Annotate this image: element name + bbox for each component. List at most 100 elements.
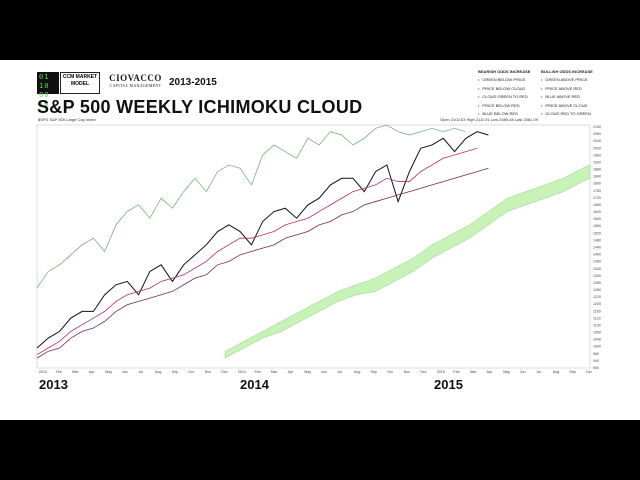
y-tick-label: 1220 <box>593 295 601 299</box>
x-tick-label: Aug <box>553 370 559 374</box>
y-tick-label: 1360 <box>593 260 601 264</box>
y-tick-label: 1400 <box>593 253 601 257</box>
bullish-heading: BULLISH ODDS INCREASE <box>541 69 593 74</box>
x-tick-label: Apr <box>89 370 95 374</box>
x-tick-label: Feb <box>254 370 260 374</box>
x-tick-label: Jun <box>321 370 327 374</box>
x-tick-label: Nov <box>205 370 212 374</box>
lagging-span-line <box>36 124 466 289</box>
x-tick-label: Mar <box>72 370 79 374</box>
y-tick-label: 1260 <box>593 288 601 292</box>
ichimoku-cloud <box>224 164 591 359</box>
y-tick-label: 1840 <box>593 175 601 179</box>
bullish-item: PRICE ABOVE CLOUD <box>541 103 593 108</box>
x-tick-label: Jul <box>337 370 342 374</box>
y-tick-label: 1800 <box>593 182 601 186</box>
y-tick-label: 1920 <box>593 160 601 164</box>
y-tick-label: 1340 <box>593 267 601 271</box>
y-tick-label: 2100 <box>593 125 601 129</box>
bullish-item: BLUE ABOVE RED <box>541 94 593 99</box>
x-tick-label: Feb <box>453 370 459 374</box>
year-label-2013: 2013 <box>39 377 68 392</box>
logo-icon: 01 10 00 10 <box>37 72 59 108</box>
x-tick-label: Jul <box>138 370 143 374</box>
bearish-item: CLOUD GREEN TO RED <box>478 94 530 99</box>
conversion-line <box>36 147 478 356</box>
year-label-2015: 2015 <box>434 377 463 392</box>
chart-symbol-label: $SPX S&P 500 Large Cap Index <box>38 117 96 122</box>
x-tick-label: Oct <box>586 370 592 374</box>
slide: 01 10 00 10 CCM MARKET MODEL CIOVACCO CA… <box>0 60 640 420</box>
y-tick-label: 1680 <box>593 203 601 207</box>
bearish-item: PRICE BELOW RED <box>478 103 530 108</box>
x-tick-label: Apr <box>288 370 294 374</box>
x-tick-label: 2014 <box>238 370 246 374</box>
y-tick-label: 1040 <box>593 338 601 342</box>
bearish-item: PRICE BELOW CLOUD <box>478 86 530 91</box>
year-label-2014: 2014 <box>240 377 269 392</box>
y-tick-label: 1600 <box>593 217 601 221</box>
y-tick-label: 1520 <box>593 231 601 235</box>
bearish-item: GREEN BELOW PRICE <box>478 77 530 82</box>
y-tick-label: 2040 <box>593 139 601 143</box>
x-tick-label: 2015 <box>437 370 445 374</box>
bullish-item: PRICE ABOVE RED <box>541 86 593 91</box>
x-tick-label: Dec <box>221 370 228 374</box>
y-tick-label: 2060 <box>593 132 601 136</box>
y-tick-label: 1060 <box>593 331 601 335</box>
x-tick-label: Jun <box>520 370 526 374</box>
y-tick-label: 1960 <box>593 153 601 157</box>
model-label: CCM MARKET MODEL <box>60 72 100 94</box>
bullish-item: CLOUD RED TO GREEN <box>541 111 593 116</box>
chart-ohlc-label: Open 2102.63 High 2111.91 Low 2085.48 La… <box>440 117 539 122</box>
x-tick-label: Apr <box>487 370 493 374</box>
x-tick-label: Nov <box>404 370 411 374</box>
y-tick-label: 1200 <box>593 302 601 306</box>
y-tick-label: 1120 <box>593 316 601 320</box>
y-tick-label: 1720 <box>593 196 601 200</box>
firm-name-block: CIOVACCO CAPITAL MANAGEMENT <box>108 73 163 88</box>
y-tick-label: 960 <box>593 352 599 356</box>
x-tick-label: May <box>304 370 311 374</box>
y-tick-label: 1760 <box>593 189 601 193</box>
x-tick-label: Aug <box>155 370 161 374</box>
bearish-odds-box: BEARISH ODDS INCREASE GREEN BELOW PRICE … <box>478 69 530 120</box>
bullish-item: GREEN ABOVE PRICE <box>541 77 593 82</box>
y-tick-label: 1480 <box>593 238 601 242</box>
x-tick-label: Aug <box>354 370 360 374</box>
x-tick-label: Mar <box>271 370 278 374</box>
x-tick-label: Feb <box>56 370 62 374</box>
bearish-heading: BEARISH ODDS INCREASE <box>478 69 531 74</box>
logo-digits-2: 00 10 <box>39 91 50 108</box>
x-tick-label: Dec <box>420 370 427 374</box>
y-tick-label: 900 <box>593 366 599 370</box>
bullish-odds-box: BULLISH ODDS INCREASE GREEN ABOVE PRICE … <box>541 69 593 120</box>
x-tick-label: May <box>503 370 510 374</box>
bearish-item: BLUE BELOW RED <box>478 111 530 116</box>
y-tick-label: 1640 <box>593 210 601 214</box>
firm-subtitle: CAPITAL MANAGEMENT <box>109 83 162 88</box>
price-line <box>36 131 489 349</box>
page-title: S&P 500 WEEKLY ICHIMOKU CLOUD <box>37 97 363 117</box>
y-tick-label: 1880 <box>593 168 601 172</box>
x-tick-label: Sep <box>569 370 575 374</box>
firm-name: CIOVACCO <box>109 73 162 83</box>
y-tick-label: 1000 <box>593 345 601 349</box>
y-tick-label: 940 <box>593 359 599 363</box>
years-label: 2013-2015 <box>169 77 217 88</box>
y-tick-label: 1560 <box>593 224 601 228</box>
plot-frame <box>36 124 591 369</box>
y-tick-label: 1440 <box>593 246 601 250</box>
logo-digits-1: 01 10 <box>39 73 50 90</box>
x-tick-label: Jul <box>536 370 541 374</box>
y-tick-label: 1100 <box>593 323 601 327</box>
x-tick-label: Sep <box>172 370 178 374</box>
base-line <box>36 167 489 359</box>
x-tick-label: May <box>105 370 112 374</box>
y-tick-label: 1160 <box>593 309 601 313</box>
x-tick-label: 2013 <box>39 370 47 374</box>
ichimoku-chart: $SPX S&P 500 Large Cap Index Open 2102.63… <box>36 117 601 374</box>
y-tick-label: 1280 <box>593 281 601 285</box>
x-tick-label: Sep <box>371 370 377 374</box>
x-tick-label: Mar <box>470 370 477 374</box>
